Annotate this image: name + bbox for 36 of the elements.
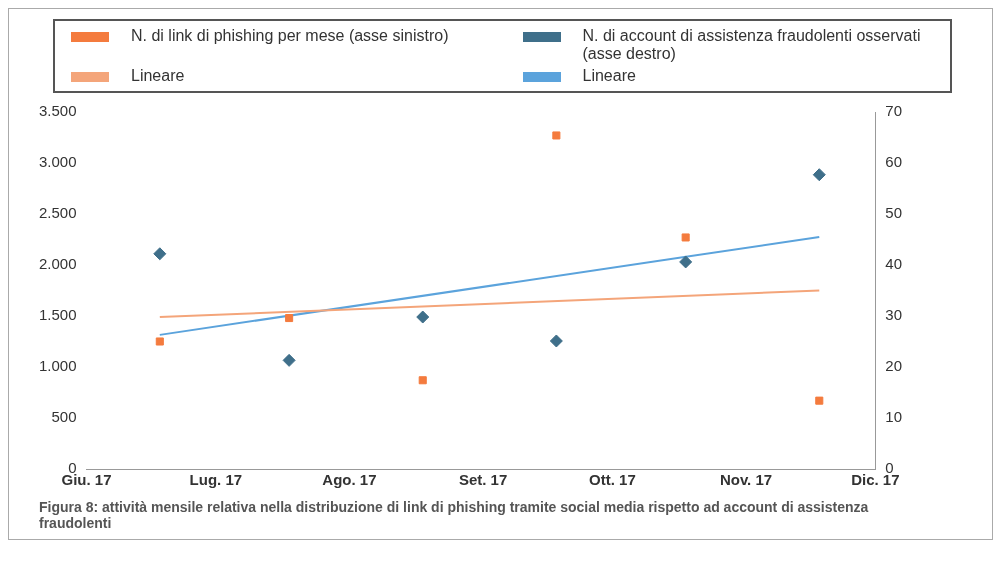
y-tick-label: 3.000 — [38, 153, 77, 171]
point — [285, 314, 294, 323]
point — [416, 310, 430, 324]
point — [153, 247, 167, 261]
y2-tick-label: 30 — [885, 306, 902, 324]
y-tick-label: 1.500 — [38, 306, 77, 324]
x-tick-label: Set. 17 — [458, 471, 508, 489]
point — [552, 131, 561, 140]
point — [155, 337, 164, 346]
x-tick-label: Ago. 17 — [322, 471, 377, 489]
point — [815, 396, 824, 405]
y-tick-label: 1.000 — [38, 357, 77, 375]
point — [812, 168, 826, 182]
point — [549, 334, 563, 348]
point — [418, 376, 427, 385]
point — [679, 255, 693, 269]
legend-label: Lineare — [131, 67, 185, 85]
y-tick-label: 2.000 — [38, 255, 77, 273]
y-tick-label: 3.500 — [38, 102, 77, 120]
x-tick-label: Nov. 17 — [719, 471, 773, 489]
y2-tick-label: 20 — [885, 357, 902, 375]
y2-tick-label: 10 — [885, 408, 902, 426]
y2-tick-label: 50 — [885, 204, 902, 222]
x-tick-label: Lug. 17 — [189, 471, 243, 489]
y-tick-label: 2.500 — [38, 204, 77, 222]
x-tick-label: Ott. 17 — [589, 471, 636, 489]
point — [282, 353, 296, 367]
legend-label: N. di account di assistenza fraudolenti osservati (asse destro) — [582, 27, 922, 63]
legend-label: Lineare — [582, 67, 636, 85]
text: Figura 8: attività mensile relativa nella distribuzione di link di phishing tramite social media rispetto ad account di assistenza fraudolenti — [39, 499, 870, 531]
y2-tick-label: 70 — [885, 102, 902, 120]
y2-tick-label: 40 — [885, 255, 902, 273]
y2-tick-label: 60 — [885, 153, 902, 171]
legend-label: N. di link di phishing per mese (asse sinistro) — [131, 27, 449, 45]
y-tick-label: 500 — [51, 408, 77, 426]
point — [681, 233, 690, 242]
